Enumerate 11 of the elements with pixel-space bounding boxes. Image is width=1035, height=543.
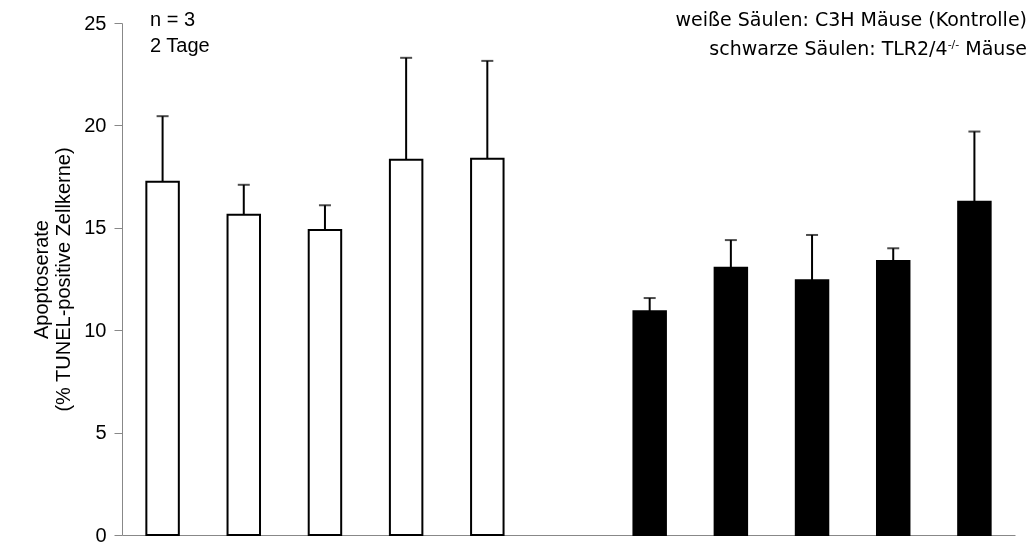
y-tick-label: 25 <box>84 11 107 34</box>
annotation: schwarze Säulen: TLR2/4$^{-/-}$ Mäuse <box>708 36 1027 62</box>
annotation: weiße Säulen: C3H Mäuse (Kontrolle) <box>675 7 1027 32</box>
y-tick-label: 20 <box>84 113 107 136</box>
y-axis-title: Apoptoserate (% TUNEL-positive Zellkerne) <box>30 147 75 412</box>
y-tick-label: 15 <box>84 216 107 239</box>
annotation: n = 3 <box>150 7 197 32</box>
annotation: 2 Tage <box>150 33 210 58</box>
y-tick-label: 10 <box>84 318 107 341</box>
y-tick-label: 0 <box>95 523 107 543</box>
y-tick-label: 5 <box>95 421 107 444</box>
